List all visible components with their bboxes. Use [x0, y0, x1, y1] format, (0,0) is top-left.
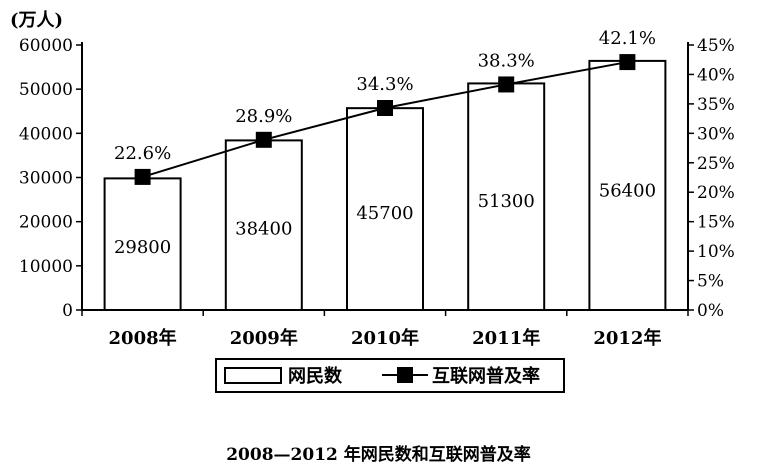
- line-point-marker: [619, 54, 636, 71]
- left-axis-unit-label: (万人): [10, 10, 63, 31]
- line-point-marker: [255, 131, 272, 148]
- right-tick-label: 20%: [697, 183, 735, 203]
- legend: 网民数 互联网普及率: [215, 358, 565, 393]
- bar-value-label: 51300: [478, 191, 535, 212]
- right-tick-label: 30%: [697, 124, 735, 144]
- legend-line-marker: [397, 367, 413, 383]
- bar: [224, 139, 303, 311]
- right-tick-label: 10%: [697, 242, 735, 262]
- left-tick-label: 60000: [19, 36, 73, 56]
- line-value-label: 22.6%: [114, 143, 171, 164]
- line-point-marker: [377, 100, 393, 117]
- right-tick-label: 45%: [697, 36, 735, 56]
- x-tick-label: 2010年: [351, 327, 419, 349]
- left-tick-label: 10000: [19, 257, 73, 277]
- bar: [103, 177, 182, 311]
- line-value-label: 42.1%: [599, 28, 656, 49]
- x-tick-label: 2011年: [472, 327, 540, 349]
- right-tick-label: 25%: [697, 154, 735, 174]
- bar: [588, 59, 667, 312]
- legend-line-label: 互联网普及率: [432, 365, 540, 387]
- axes: 0 10000 20000 30000 40000 50000 60000 0% 5% 10% 15…: [19, 36, 735, 321]
- x-axis-labels: 2008年 2009年 2010年 2011年 2012年: [109, 327, 662, 349]
- bar: [467, 82, 546, 311]
- legend-bar-swatch: [224, 367, 282, 384]
- x-tick-label: 2008年: [109, 327, 177, 349]
- left-tick-label: 50000: [19, 80, 73, 100]
- bar-value-label: 45700: [356, 203, 413, 224]
- left-tick-label: 0: [62, 301, 73, 321]
- right-tick-label: 5%: [697, 272, 724, 292]
- line-value-label: 34.3%: [356, 74, 413, 95]
- right-tick-label: 0%: [697, 301, 724, 321]
- chart: (万人) 0 10000 20000 30000 40000 50000 60000 0% 5%…: [10, 10, 735, 393]
- line-point-marker: [498, 76, 515, 93]
- right-tick-label: 15%: [697, 213, 735, 233]
- right-tick-label: 35%: [697, 95, 735, 115]
- line-value-label: 38.3%: [478, 50, 535, 71]
- left-tick-label: 40000: [19, 124, 73, 144]
- left-tick-label: 20000: [19, 213, 73, 233]
- bars: 29800 38400 45700 51300 56400: [103, 59, 667, 312]
- right-tick-label: 40%: [697, 65, 735, 85]
- bar-value-label: 29800: [114, 237, 171, 258]
- bar-value-label: 38400: [235, 219, 292, 240]
- bar-value-label: 56400: [599, 180, 656, 201]
- line-series: 22.6% 28.9% 34.3% 38.3% 42.1%: [114, 28, 656, 185]
- x-tick-label: 2012年: [593, 327, 661, 349]
- chart-caption: 2008—2012 年网民数和互联网普及率: [226, 445, 531, 465]
- left-tick-label: 30000: [19, 169, 73, 189]
- line-point-marker: [134, 168, 151, 185]
- x-tick-label: 2009年: [230, 327, 298, 349]
- legend-bar-label: 网民数: [288, 365, 343, 387]
- bar: [346, 107, 424, 311]
- line-value-label: 28.9%: [235, 106, 292, 127]
